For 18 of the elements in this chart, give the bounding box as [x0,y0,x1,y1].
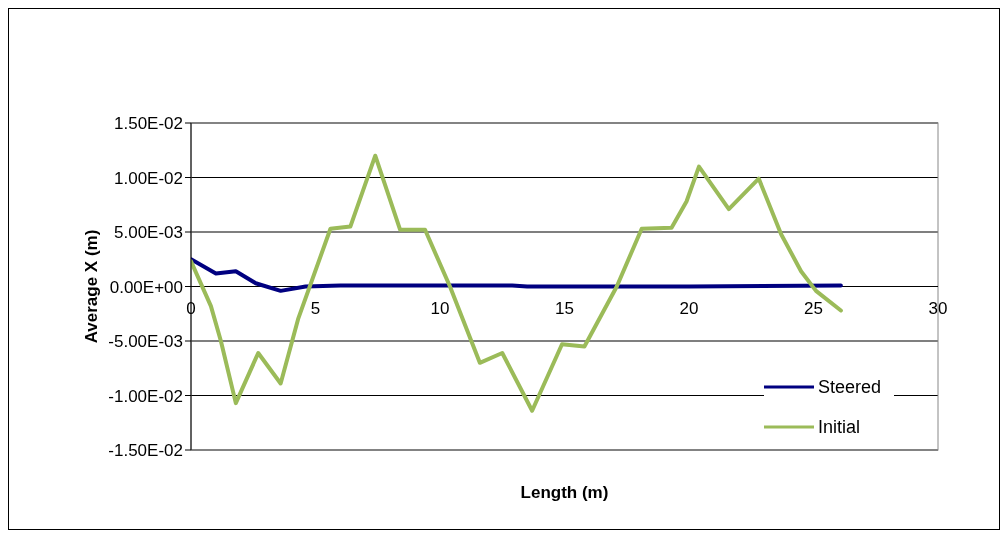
legend-label: Steered [818,376,882,399]
y-tick-label: 5.00E-03 [114,223,183,243]
legend-label: Initial [818,416,861,439]
x-axis-title: Length (m) [520,483,609,502]
y-tick-label: -1.00E-02 [108,386,183,406]
x-tick-label: 10 [430,298,450,318]
x-tick-label: 15 [555,298,574,318]
x-tick-label: 20 [679,298,699,318]
y-tick-label: 0.00E+00 [109,277,183,297]
x-tick-label: 25 [804,298,823,318]
line-series [191,257,843,293]
y-tick-label: -5.00E-03 [108,332,183,352]
y-tick-label: 1.50E-02 [114,114,183,134]
x-tick-label: 30 [928,298,948,318]
y-tick-label: -1.50E-02 [108,441,183,461]
x-tick-label: 5 [310,298,321,318]
y-tick-label: 1.00E-02 [114,168,183,188]
y-axis-title: Average X (m) [82,229,102,344]
